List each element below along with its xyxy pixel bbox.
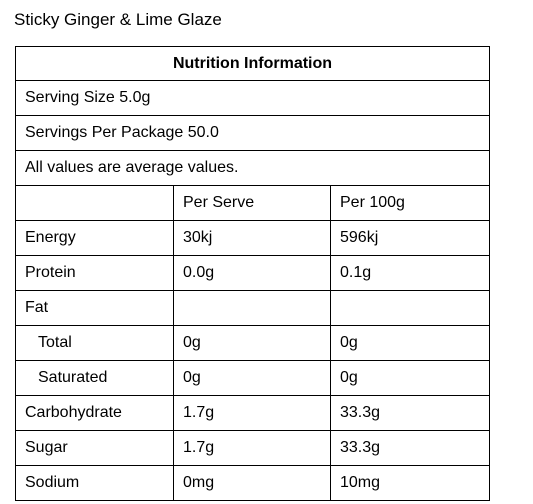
table-row: Energy 30kj 596kj bbox=[15, 220, 491, 256]
nutrition-table: Nutrition Information Serving Size 5.0g … bbox=[14, 46, 491, 501]
per-100g-value: 0g bbox=[329, 360, 491, 396]
per-serve-value: 0g bbox=[173, 360, 331, 396]
nutrient-label: Protein bbox=[15, 255, 174, 291]
table-row: Sugar 1.7g 33.3g bbox=[15, 430, 491, 466]
serving-size: Serving Size 5.0g bbox=[14, 80, 491, 116]
per-serve-value: 1.7g bbox=[173, 430, 331, 466]
nutrient-label: Sugar bbox=[15, 430, 174, 466]
per-100g-value: 33.3g bbox=[329, 395, 491, 431]
table-row: Saturated 0g 0g bbox=[15, 360, 491, 396]
per-serve-value: 0g bbox=[173, 325, 331, 361]
per-serve-value: 30kj bbox=[173, 220, 331, 256]
average-values-note: All values are average values. bbox=[14, 150, 491, 186]
column-header-nutrient bbox=[15, 185, 174, 221]
servings-per-package: Servings Per Package 50.0 bbox=[14, 115, 491, 151]
product-title: Sticky Ginger & Lime Glaze bbox=[14, 10, 222, 29]
per-100g-value bbox=[329, 290, 491, 326]
per-100g-value: 0.1g bbox=[329, 255, 491, 291]
per-100g-value: 33.3g bbox=[329, 430, 491, 466]
average-values-note-row: All values are average values. bbox=[14, 150, 491, 186]
column-header-per-100g: Per 100g bbox=[329, 185, 491, 221]
per-serve-value: 0.0g bbox=[173, 255, 331, 291]
servings-per-package-row: Servings Per Package 50.0 bbox=[14, 115, 491, 151]
table-heading: Nutrition Information bbox=[14, 46, 491, 81]
nutrient-label: Sodium bbox=[15, 465, 174, 501]
column-header-per-serve: Per Serve bbox=[173, 185, 331, 221]
serving-size-row: Serving Size 5.0g bbox=[14, 80, 491, 116]
per-100g-value: 596kj bbox=[329, 220, 491, 256]
column-header-row: Per Serve Per 100g bbox=[15, 185, 491, 221]
per-100g-value: 0g bbox=[329, 325, 491, 361]
table-row: Protein 0.0g 0.1g bbox=[15, 255, 491, 291]
nutrient-label: Total bbox=[15, 325, 174, 361]
nutrient-label: Energy bbox=[15, 220, 174, 256]
per-serve-value bbox=[173, 290, 331, 326]
table-row: Sodium 0mg 10mg bbox=[15, 465, 491, 501]
table-row: Fat bbox=[15, 290, 491, 326]
nutrient-label: Carbohydrate bbox=[15, 395, 174, 431]
per-100g-value: 10mg bbox=[329, 465, 491, 501]
nutrient-label: Saturated bbox=[15, 360, 174, 396]
table-row: Carbohydrate 1.7g 33.3g bbox=[15, 395, 491, 431]
table-heading-row: Nutrition Information bbox=[14, 46, 491, 81]
table-row: Total 0g 0g bbox=[15, 325, 491, 361]
per-serve-value: 1.7g bbox=[173, 395, 331, 431]
nutrient-label: Fat bbox=[15, 290, 174, 326]
per-serve-value: 0mg bbox=[173, 465, 331, 501]
